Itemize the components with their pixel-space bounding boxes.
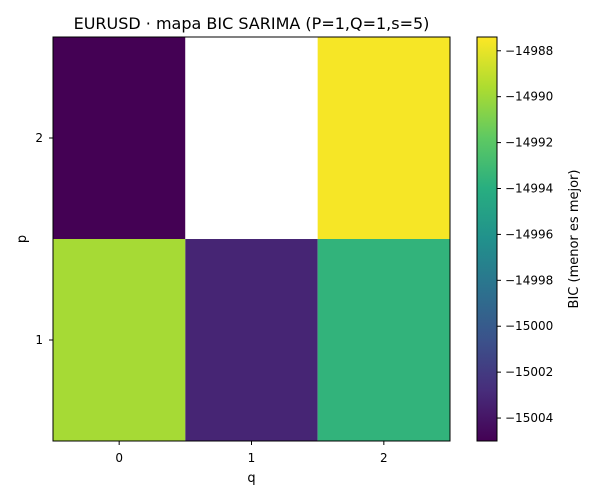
heatmap-cell xyxy=(53,239,186,441)
x-tick-label: 0 xyxy=(115,451,123,465)
colorbar-tick-label: −14992 xyxy=(505,136,553,150)
x-axis-label: q xyxy=(247,471,255,486)
heatmap-cell xyxy=(185,37,318,239)
colorbar-tick-label: −14998 xyxy=(505,273,553,287)
colorbar-tick-label: −15002 xyxy=(505,365,553,379)
heatmap-cell xyxy=(317,239,450,441)
y-axis-label: p xyxy=(15,235,30,243)
colorbar-ticks: −15004 −15002 −15000 −14998 −14996 −14994 −149… xyxy=(497,44,553,425)
colorbar-tick-label: −15000 xyxy=(505,319,553,333)
colorbar-tick-label: −14996 xyxy=(505,227,553,241)
heatmap-cell xyxy=(185,239,318,441)
colorbar-label: BIC (menor es mejor) xyxy=(567,170,582,309)
y-axis-ticks: 21 xyxy=(35,131,53,347)
y-tick-label: 2 xyxy=(35,131,43,145)
x-tick-label: 2 xyxy=(380,451,388,465)
heatmap-cell xyxy=(317,37,450,239)
chart-title: EURUSD · mapa BIC SARIMA (P=1,Q=1,s=5) xyxy=(74,14,430,33)
colorbar-tick-label: −15004 xyxy=(505,411,553,425)
x-tick-label: 1 xyxy=(248,451,256,465)
colorbar xyxy=(476,36,498,442)
colorbar-tick-label: −14994 xyxy=(505,182,553,196)
y-tick-label: 1 xyxy=(35,333,43,347)
heatmap-cells xyxy=(53,37,450,441)
colorbar-tick-label: −14990 xyxy=(505,90,553,104)
colorbar-tick-label: −14988 xyxy=(505,44,553,58)
heatmap-cell xyxy=(53,37,186,239)
x-axis-ticks: 0 1 2 xyxy=(115,441,388,465)
